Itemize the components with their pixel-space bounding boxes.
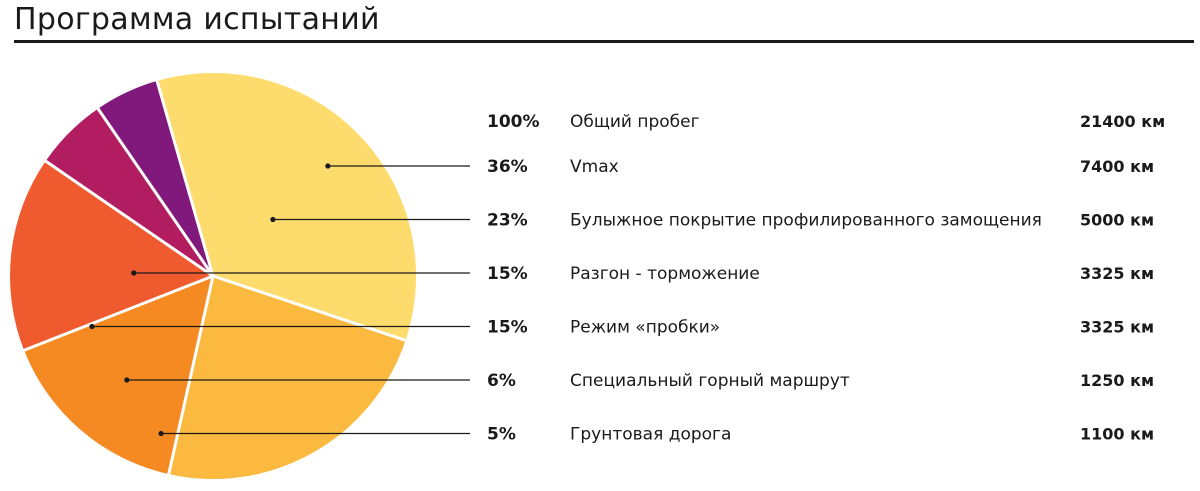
slice-label: Режим «пробки»	[570, 318, 720, 338]
slice-separator	[96, 107, 215, 277]
slice-percent: 15%	[487, 264, 528, 284]
pie-slices	[10, 72, 416, 479]
slice-value: 3325 км	[1080, 318, 1154, 337]
slice-percent: 6%	[487, 371, 516, 391]
slice-label: Разгон - торможение	[570, 264, 760, 284]
page-title: Программа испытаний	[14, 2, 380, 37]
slice-value: 3325 км	[1080, 264, 1154, 283]
slice-separator	[43, 159, 214, 278]
slice-value: 1100 км	[1080, 425, 1154, 444]
pie-slice	[45, 108, 214, 276]
leader-lines	[89, 163, 470, 437]
slice-label: Булыжное покрытие профилированного замощ…	[570, 211, 1042, 231]
legend-row: 5% Грунтовая дорога 1100 км	[487, 425, 1154, 445]
slice-percent: 36%	[487, 157, 528, 177]
legend-row: 6% Специальный горный маршрут 1250 км	[487, 371, 1154, 391]
legend-row: 15% Режим «пробки» 3325 км	[487, 318, 1154, 338]
legend-row: 36% Vmax 7400 км	[487, 157, 1154, 177]
slice-separator	[155, 79, 215, 277]
total-percent: 100%	[487, 112, 540, 132]
leader-dot	[89, 323, 95, 330]
pie-slice	[10, 161, 214, 351]
slice-label: Специальный горный маршрут	[570, 371, 850, 391]
leader-dot	[325, 163, 331, 169]
leader-dot	[158, 430, 164, 437]
slice-value: 7400 км	[1080, 157, 1154, 176]
pie-slice	[24, 276, 213, 475]
total-row: 100% Общий пробег 21400 км	[487, 112, 1165, 132]
pie-slice	[98, 80, 213, 276]
slice-value: 1250 км	[1080, 371, 1154, 390]
slice-separator	[167, 275, 215, 476]
legend-row: 23% Булыжное покрытие профилированного за…	[487, 211, 1154, 231]
total-value: 21400 км	[1080, 112, 1165, 131]
slice-separator	[212, 274, 407, 343]
slice-separator	[22, 274, 214, 353]
slice-percent: 15%	[487, 318, 528, 338]
legend-row: 15% Разгон - торможение 3325 км	[487, 264, 1154, 284]
title-divider	[14, 40, 1194, 43]
legend-rows: 100% Общий пробег 21400 км 36% Vmax 7400 к…	[487, 112, 1165, 445]
slice-value: 5000 км	[1080, 211, 1154, 230]
leader-dot	[270, 216, 276, 223]
leader-dot	[131, 270, 137, 276]
slice-label: Грунтовая дорога	[570, 425, 731, 445]
total-label: Общий пробег	[570, 112, 700, 132]
leader-dot	[124, 377, 130, 383]
slice-label: Vmax	[570, 157, 619, 177]
slice-percent: 5%	[487, 425, 516, 445]
slice-percent: 23%	[487, 211, 528, 231]
